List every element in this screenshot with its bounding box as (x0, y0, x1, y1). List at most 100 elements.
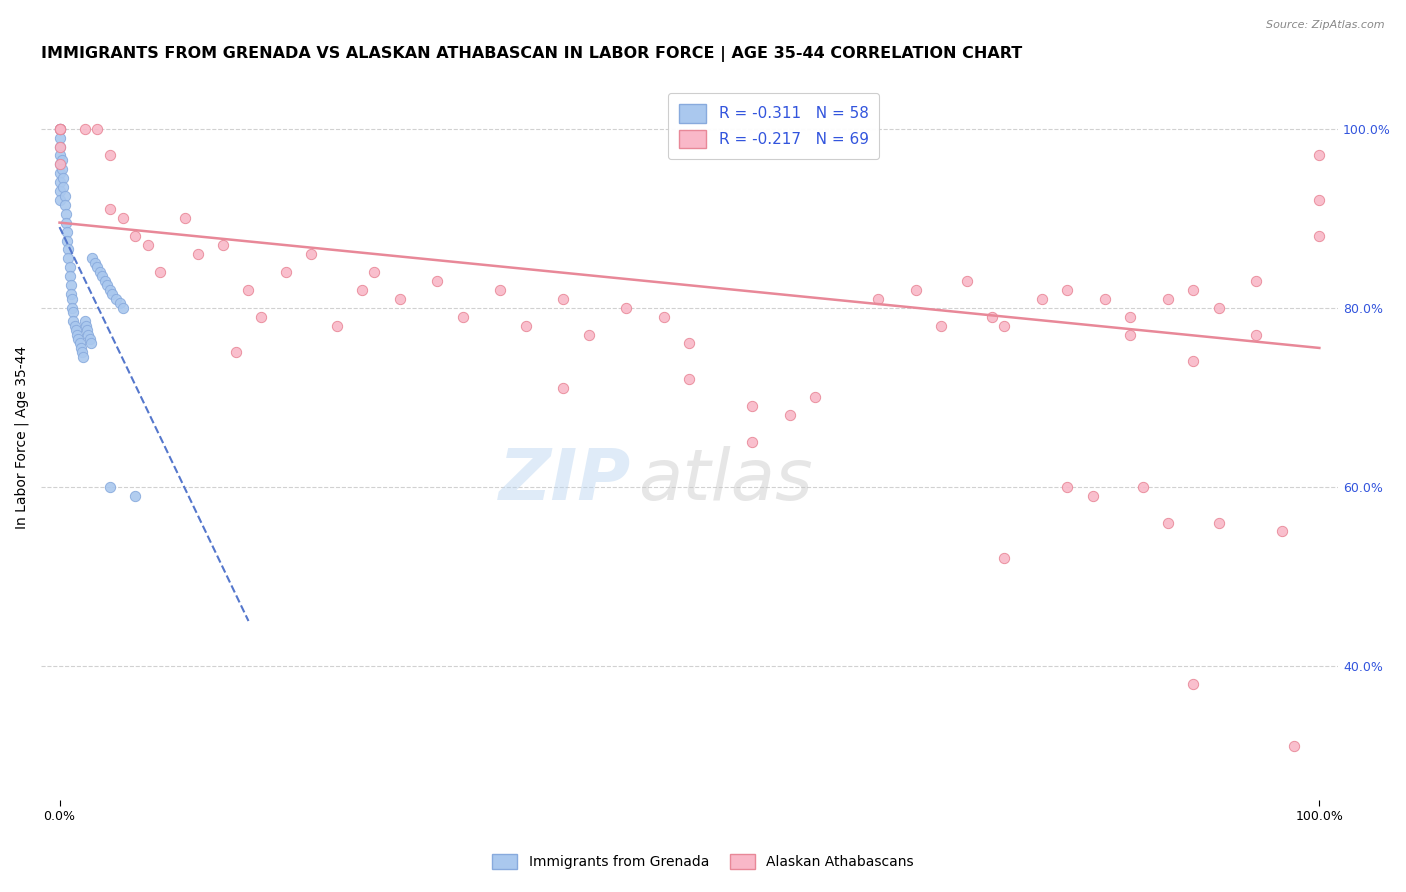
Point (48, 130, 70, 145)
Point (1208, 516, 1230, 530)
Point (1132, 480, 1154, 494)
Point (225, 345, 247, 359)
Point (350, 283, 373, 297)
Point (59, 287, 82, 301)
Point (67, 332, 90, 346)
Point (363, 265, 385, 279)
Point (48, 157, 70, 171)
Point (86, 260, 108, 275)
Point (108, 296, 131, 310)
Point (1282, 739, 1305, 754)
Point (62, 314, 84, 328)
Point (48, 157, 70, 171)
Point (1157, 292, 1180, 306)
Point (515, 318, 537, 333)
Point (1119, 327, 1142, 342)
Y-axis label: In Labor Force | Age 35-44: In Labor Force | Age 35-44 (15, 346, 30, 529)
Point (48, 166, 70, 180)
Point (276, 265, 298, 279)
Point (1246, 274, 1268, 288)
Point (70, 341, 93, 355)
Point (66, 327, 89, 342)
Point (75, 318, 97, 333)
Point (94, 274, 117, 288)
Point (652, 310, 675, 324)
Legend: Immigrants from Grenada, Alaskan Athabascans: Immigrants from Grenada, Alaskan Athabas… (486, 848, 920, 874)
Point (426, 274, 449, 288)
Point (48, 139, 70, 153)
Point (101, 287, 124, 301)
Point (578, 327, 600, 342)
Point (48, 184, 70, 198)
Point (48, 121, 70, 136)
Text: atlas: atlas (637, 447, 813, 516)
Point (804, 390, 827, 404)
Point (741, 434, 763, 449)
Point (1246, 327, 1268, 342)
Point (69, 336, 91, 351)
Point (1081, 489, 1104, 503)
Point (1157, 516, 1180, 530)
Point (1119, 310, 1142, 324)
Point (993, 551, 1015, 566)
Point (79, 332, 101, 346)
Point (98, 283, 121, 297)
Text: IMMIGRANTS FROM GRENADA VS ALASKAN ATHABASCAN IN LABOR FORCE | AGE 35-44 CORRELA: IMMIGRANTS FROM GRENADA VS ALASKAN ATHAB… (41, 46, 1022, 62)
Legend: R = -0.311   N = 58, R = -0.217   N = 69: R = -0.311 N = 58, R = -0.217 N = 69 (668, 94, 879, 159)
Point (82, 252, 104, 266)
Point (52, 170, 75, 185)
Point (105, 292, 128, 306)
Point (56, 225, 79, 239)
Point (72, 350, 94, 364)
Point (80, 336, 103, 351)
Point (993, 318, 1015, 333)
Point (83, 256, 105, 270)
Point (96, 278, 118, 293)
Point (65, 323, 87, 337)
Point (111, 211, 134, 226)
Point (48, 121, 70, 136)
Point (48, 121, 70, 136)
Point (63, 318, 86, 333)
Point (89, 265, 111, 279)
Point (1308, 193, 1330, 207)
Point (53, 197, 76, 211)
Point (48, 148, 70, 162)
Point (124, 229, 146, 244)
Point (48, 121, 70, 136)
Point (58, 260, 80, 275)
Point (86, 121, 108, 136)
Point (48, 175, 70, 189)
Point (678, 372, 700, 386)
Point (187, 247, 209, 261)
Point (48, 139, 70, 153)
Point (489, 283, 512, 297)
Point (678, 336, 700, 351)
Point (1208, 301, 1230, 315)
Point (98, 202, 121, 217)
Point (51, 161, 73, 176)
Point (1056, 480, 1078, 494)
Point (779, 408, 801, 422)
Point (238, 283, 260, 297)
Point (77, 327, 100, 342)
Point (149, 265, 172, 279)
Point (48, 121, 70, 136)
Point (58, 269, 80, 284)
Point (388, 292, 411, 306)
Point (124, 489, 146, 503)
Point (73, 314, 96, 328)
Point (1056, 283, 1078, 297)
Point (1182, 354, 1205, 368)
Point (553, 381, 575, 395)
Point (616, 301, 638, 315)
Point (868, 292, 890, 306)
Text: Source: ZipAtlas.com: Source: ZipAtlas.com (1267, 20, 1385, 29)
Point (53, 188, 76, 202)
Point (56, 234, 79, 248)
Point (1094, 292, 1116, 306)
Point (111, 301, 134, 315)
Point (73, 121, 96, 136)
Point (62, 305, 84, 319)
Point (325, 318, 347, 333)
